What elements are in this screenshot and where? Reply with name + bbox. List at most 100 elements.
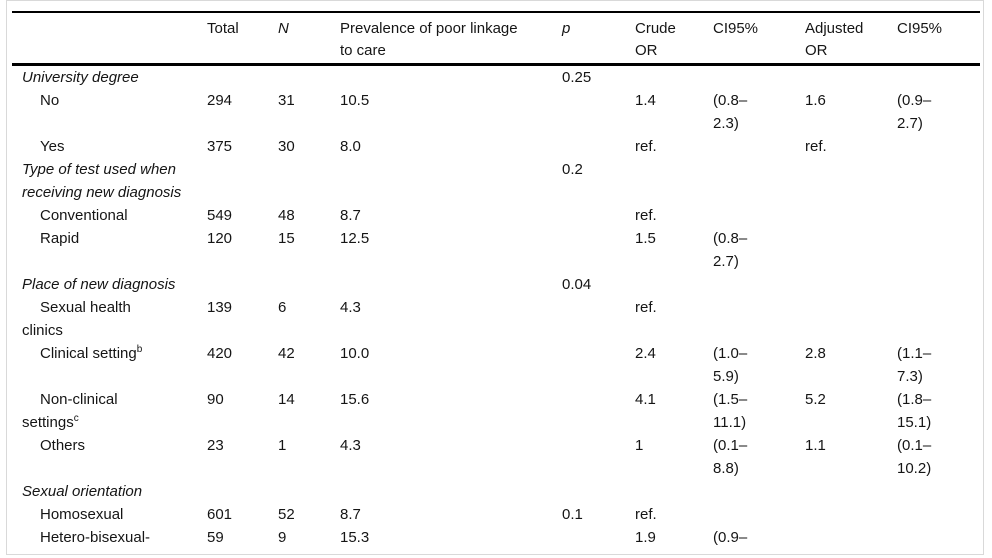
cell-p [557,89,630,135]
table-row: No 294 31 10.5 1.4 (0.8– 2.3) 1.6 (0.9– 2.7) [12,89,980,135]
table-row: Sexual health clinics 139 6 4.3 ref. [12,296,980,342]
cell-adjusted-or [800,158,892,204]
header-prevalence: Prevalence of poor linkage to care [334,12,557,66]
table-row: Others 23 1 4.3 1 (0.1– 8.8) 1.1 (0.1– 10.2) [12,434,980,480]
cell-total: 23 [207,437,224,454]
cell-ci95-adjusted [892,526,980,554]
table-header: Total N Prevalence of poor linkage to ca… [12,12,980,66]
cell-label: Others [40,437,86,454]
cell-p: 0.1 [562,506,583,523]
cell-n: 9 [278,529,287,546]
cell-total: 139 [207,299,233,316]
cell-p [557,227,630,273]
cell-crude-or: 1.9 [635,529,656,546]
cell-label: University degree [22,69,139,86]
cell-ci95-crude: (1.5– 11.1) [713,391,748,431]
cell-label: Conventional [40,207,128,224]
table-row: Homosexual 601 52 8.7 0.1 ref. [12,503,980,526]
cell-label: Type of test used when receiving new dia… [22,161,182,201]
table-row: Hetero-bisexual- other 59 9 15.3 1.9 (0.9– 4.… [12,526,980,554]
cell-prevalence: 4.3 [340,299,361,316]
cell-crude-or [630,273,708,296]
cell-total: 120 [207,230,233,247]
header-n: N [272,12,334,66]
table-row: Yes 375 30 8.0 ref. ref. [12,135,980,158]
cell-total [202,480,272,503]
header-crude-or: Crude OR [630,12,708,66]
cell-adjusted-or: 1.6 [805,92,826,109]
cell-prevalence: 8.0 [340,138,361,155]
cell-label: Sexual orientation [22,483,143,500]
cell-crude-or: 2.4 [635,345,656,362]
cell-n: 14 [278,391,295,408]
table-frame: Total N Prevalence of poor linkage to ca… [6,0,984,555]
cell-crude-or: 1 [635,437,644,454]
cell-prevalence: 10.0 [340,345,370,362]
cell-adjusted-or: 1.1 [805,437,826,454]
cell-total: 294 [207,92,233,109]
cell-p [557,296,630,342]
cell-ci95-adjusted [892,296,980,342]
cell-label: Non-clinical settingsc [22,391,118,431]
cell-total: 601 [207,506,233,523]
cell-ci95-adjusted [892,503,980,526]
header-total: Total [202,12,272,66]
cell-adjusted-or [800,227,892,273]
cell-n [272,158,334,204]
cell-n: 48 [278,207,295,224]
cell-p [557,434,630,480]
cell-ci95-adjusted [892,273,980,296]
cell-adjusted-or [800,526,892,554]
cell-p [557,135,630,158]
cell-n: 30 [278,138,295,155]
table-row: Clinical settingb 420 42 10.0 2.4 (1.0– 5.9) 2… [12,342,980,388]
cell-adjusted-or [800,480,892,503]
cell-n [272,273,334,296]
cell-total: 59 [207,529,224,546]
cell-adjusted-or [800,65,892,90]
cell-prevalence [334,480,557,503]
cell-p [557,388,630,434]
header-ci95-crude: CI95% [708,12,800,66]
cell-crude-or: ref. [635,207,657,224]
cell-label: Yes [40,138,65,155]
cell-prevalence: 8.7 [340,506,361,523]
cell-prevalence: 10.5 [340,92,370,109]
cell-ci95-adjusted [892,204,980,227]
table-row: Non-clinical settingsc 90 14 15.6 4.1 (1.5– 1… [12,388,980,434]
cell-prevalence [334,158,557,204]
cell-label: Place of new diagnosis [22,276,176,293]
cell-label: Homosexual [40,506,124,523]
cell-ci95-adjusted [892,227,980,273]
cell-total: 549 [207,207,233,224]
cell-ci95-crude [708,480,800,503]
cell-crude-or: 1.5 [635,230,656,247]
header-row: Total N Prevalence of poor linkage to ca… [12,12,980,66]
cell-n: 52 [278,506,295,523]
cell-adjusted-or: 5.2 [805,391,826,408]
cell-ci95-crude: (1.0– 5.9) [713,345,748,385]
cell-ci95-crude [708,273,800,296]
cell-p [557,342,630,388]
cell-n [272,65,334,90]
cell-prevalence [334,273,557,296]
cell-p [557,526,630,554]
cell-adjusted-or: ref. [805,138,827,155]
cell-ci95-adjusted [892,480,980,503]
cell-total: 90 [207,391,224,408]
table-row: Rapid 120 15 12.5 1.5 (0.8– 2.7) [12,227,980,273]
cell-ci95-adjusted: (1.8– 15.1) [897,391,932,431]
table-row: Conventional 549 48 8.7 ref. [12,204,980,227]
cell-total: 420 [207,345,233,362]
cell-prevalence: 12.5 [340,230,370,247]
cell-n: 6 [278,299,287,316]
cell-ci95-crude [708,158,800,204]
cell-adjusted-or [800,204,892,227]
cell-total [202,65,272,90]
cell-crude-or [630,158,708,204]
cell-n: 42 [278,345,295,362]
cell-prevalence: 15.6 [340,391,370,408]
cell-total [202,273,272,296]
cell-prevalence: 8.7 [340,207,361,224]
cell-total [202,158,272,204]
